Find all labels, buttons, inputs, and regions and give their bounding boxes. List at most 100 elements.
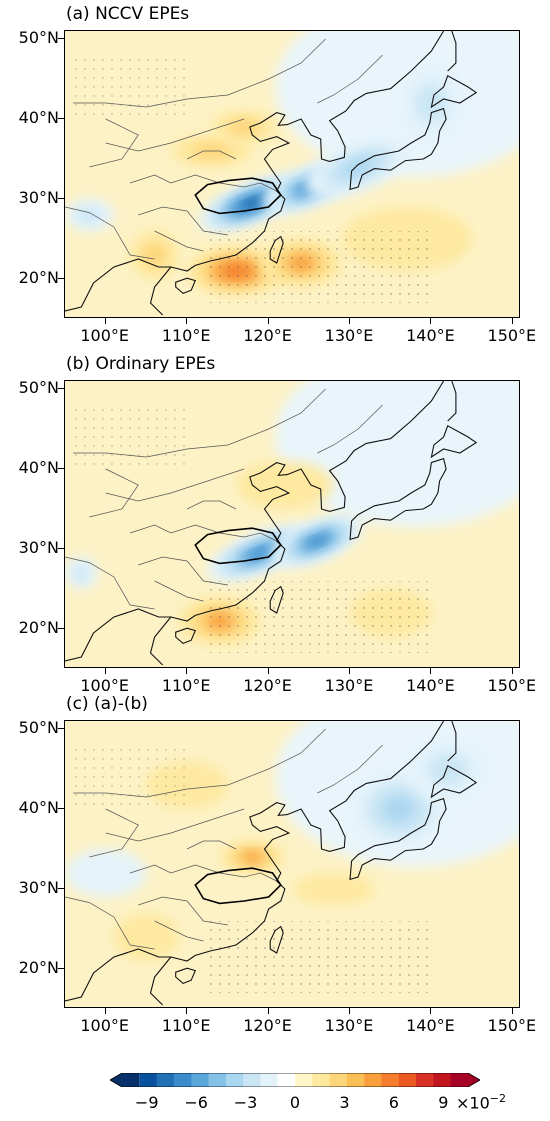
- lon-tick: [267, 318, 269, 324]
- lat-tick: [58, 468, 64, 469]
- lon-tick-label: 120°E: [243, 676, 292, 695]
- nccv-region-contour: [194, 527, 282, 565]
- map-plot-area: [64, 720, 520, 1008]
- lon-tick: [430, 668, 432, 674]
- field-anomaly: [293, 873, 375, 905]
- lon-tick-label: 130°E: [324, 1016, 374, 1035]
- colorbar-swatch: [156, 1073, 175, 1087]
- lon-tick: [186, 318, 188, 324]
- lon-tick-label: 120°E: [243, 1016, 292, 1035]
- lon-tick-label: 150°E: [487, 676, 537, 695]
- panel-title: (c) (a)-(b): [66, 694, 148, 714]
- map-svg: [65, 31, 519, 317]
- lat-tick: [58, 38, 64, 39]
- lat-tick-label: 50°N: [18, 378, 59, 397]
- field-anomaly: [236, 461, 334, 509]
- lon-tick-label: 140°E: [406, 1016, 455, 1035]
- colorbar-swatch: [260, 1073, 279, 1087]
- colorbar-swatch: [191, 1073, 209, 1087]
- nccv-region-contour: [194, 867, 282, 905]
- field-anomaly: [249, 547, 272, 559]
- colorbar-swatch: [295, 1073, 313, 1087]
- field-anomaly: [142, 243, 167, 267]
- lat-tick-label: 50°N: [18, 718, 59, 737]
- lon-tick-label: 130°E: [324, 326, 374, 345]
- borders: [65, 388, 383, 610]
- lon-tick-label: 110°E: [161, 1016, 211, 1035]
- lon-tick: [349, 1008, 350, 1014]
- colorbar-tick-label: 0: [289, 1093, 301, 1112]
- lon-tick: [186, 1008, 188, 1014]
- coastline: [65, 31, 478, 316]
- colorbar-tick-label: −3: [233, 1093, 258, 1112]
- colorbar-swatch: [329, 1073, 348, 1087]
- colorbar-tick-label: 3: [339, 1093, 350, 1112]
- lat-tick: [58, 278, 64, 279]
- lon-tick: [511, 668, 513, 674]
- lat-tick: [58, 728, 64, 729]
- lon-tick: [349, 318, 350, 324]
- colorbar-swatch: [433, 1073, 452, 1087]
- lon-tick-label: 100°E: [80, 1016, 130, 1035]
- field-anomaly: [77, 207, 102, 223]
- colorbar-swatch: [450, 1073, 480, 1087]
- lon-tick: [430, 318, 432, 324]
- map-panel-b: (b) Ordinary EPEs 20°N 30°N 40°N 50°N 100°E 11…: [0, 350, 550, 695]
- lat-tick-label: 40°N: [18, 458, 59, 477]
- lat-tick-label: 30°N: [18, 878, 59, 897]
- field-anomaly: [227, 119, 261, 135]
- field-anomaly: [382, 795, 416, 823]
- lat-tick: [58, 388, 64, 389]
- lat-tick: [58, 808, 64, 809]
- field-anomaly: [65, 849, 147, 897]
- field-anomaly: [427, 753, 469, 785]
- lat-tick-label: 40°N: [18, 108, 59, 127]
- lon-tick: [511, 1008, 513, 1014]
- borders: [65, 38, 383, 260]
- field-anomaly: [73, 565, 90, 581]
- map-panel-a: (a) NCCV EPEs 20°N 30°N 40°N 50°N 100°E 110°E 1…: [0, 0, 550, 345]
- map-plot-area: [64, 380, 520, 668]
- colorbar-swatch: [381, 1073, 400, 1087]
- field-anomaly: [243, 198, 262, 208]
- colorbar-swatch: [225, 1073, 244, 1087]
- lon-tick: [511, 318, 513, 324]
- field-anomaly: [415, 83, 448, 123]
- lon-tick: [349, 668, 350, 674]
- colorbar-tick-label: 9: [438, 1093, 449, 1112]
- lon-tick: [430, 1008, 432, 1014]
- field-anomaly: [340, 156, 377, 178]
- lon-tick: [104, 1008, 106, 1014]
- field-anomaly: [241, 851, 264, 863]
- lon-tick-label: 110°E: [161, 676, 211, 695]
- colorbar-swatch: [346, 1073, 365, 1087]
- lon-tick-label: 140°E: [406, 326, 455, 345]
- lat-tick-label: 50°N: [18, 28, 59, 47]
- lat-tick-label: 20°N: [18, 618, 59, 637]
- lon-tick-label: 140°E: [406, 676, 455, 695]
- lon-tick: [104, 318, 106, 324]
- map-plot-area: [64, 30, 520, 318]
- field-anomaly: [308, 535, 327, 547]
- lat-tick: [58, 118, 64, 119]
- colorbar-swatch: [398, 1073, 417, 1087]
- lat-tick-label: 30°N: [18, 538, 59, 557]
- colorbar-swatch: [139, 1073, 158, 1087]
- colorbar-swatch: [110, 1073, 140, 1087]
- lat-tick-label: 20°N: [18, 268, 59, 287]
- lat-tick: [58, 968, 64, 969]
- colorbar-swatch: [243, 1073, 261, 1087]
- lon-tick-label: 110°E: [161, 326, 211, 345]
- colorbar-swatch: [173, 1073, 192, 1087]
- lon-tick-label: 130°E: [324, 676, 374, 695]
- lat-tick: [58, 548, 64, 549]
- coastline: [65, 721, 478, 1006]
- nccv-region-contour: [194, 177, 282, 215]
- lat-tick: [58, 198, 64, 199]
- colorbar-swatch: [416, 1073, 434, 1087]
- borders: [65, 728, 383, 950]
- colorbar-multiplier: ×10−2: [456, 1092, 506, 1113]
- lat-tick-label: 40°N: [18, 798, 59, 817]
- colorbar-swatch: [312, 1073, 331, 1087]
- lon-tick-label: 150°E: [487, 326, 537, 345]
